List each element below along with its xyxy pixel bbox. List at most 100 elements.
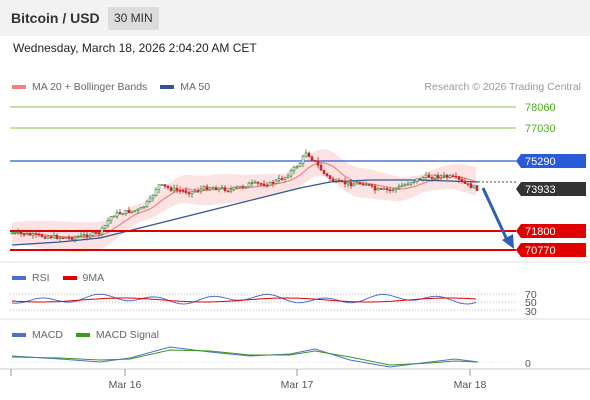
candle-body — [163, 184, 167, 187]
candle-body — [226, 190, 230, 193]
candle-body — [286, 175, 290, 178]
candle-body — [142, 206, 146, 208]
x-label-mar18: Mar 18 — [454, 379, 487, 391]
candle-body — [70, 237, 74, 240]
candle-body — [85, 234, 89, 238]
legend-item-9ma: 9MA — [62, 272, 105, 284]
candle-body — [298, 163, 302, 167]
candle-body — [382, 188, 386, 190]
candle-body — [319, 165, 323, 171]
candle-body — [463, 180, 467, 184]
candlestick-series — [10, 149, 479, 243]
candle-body — [76, 236, 80, 238]
candle-body — [454, 175, 458, 178]
candle-body — [49, 236, 53, 239]
candle-body — [199, 188, 203, 192]
candle-body — [322, 170, 326, 174]
candle-body — [283, 177, 287, 180]
candle-body — [268, 182, 272, 187]
candle-body — [406, 183, 410, 186]
candle-body — [271, 182, 275, 184]
candle-body — [34, 233, 38, 235]
candle-body — [103, 225, 107, 229]
candle-body — [100, 227, 104, 235]
candle-body — [97, 232, 101, 235]
candle-body — [40, 234, 44, 238]
legend-label: 9MA — [82, 272, 105, 284]
candle-body — [145, 201, 149, 207]
candle-body — [118, 212, 122, 215]
candle-body — [187, 192, 191, 195]
candle-body — [316, 160, 320, 166]
price-label-70770: 70770 — [525, 245, 556, 257]
candle-body — [223, 187, 227, 192]
rsi-swatch-icon — [12, 276, 26, 280]
candle-body — [16, 231, 20, 234]
candle-body — [43, 236, 47, 239]
candle-body — [247, 182, 251, 188]
candle-body — [403, 184, 407, 187]
rsi-label-50: 50 — [525, 297, 537, 309]
chart-datetime: Wednesday, March 18, 2026 2:04:20 AM CET — [13, 41, 257, 55]
legend-item-rsi: RSI — [12, 272, 50, 284]
timeframe-badge[interactable]: 30 MIN — [108, 7, 159, 30]
rsi-line — [11, 293, 477, 305]
ma20-swatch-icon — [12, 85, 26, 89]
candle-body — [160, 184, 164, 186]
macd-legend: MACD MACD Signal — [12, 329, 172, 341]
candle-body — [31, 233, 35, 236]
candle-body — [409, 182, 413, 185]
forecast-arrow-shaft — [481, 187, 510, 243]
candle-body — [178, 190, 182, 192]
candle-body — [418, 178, 422, 181]
candle-body — [238, 186, 242, 188]
candle-body — [451, 175, 455, 177]
candle-body — [415, 178, 419, 183]
price-tag-75290 — [516, 154, 586, 168]
candle-body — [430, 177, 434, 179]
candle-body — [169, 187, 173, 191]
macd-signal-swatch-icon — [75, 333, 90, 337]
ma50-line — [11, 179, 479, 246]
main-legend: MA 20 + Bollinger Bands MA 50 — [12, 81, 223, 93]
candle-body — [301, 155, 305, 164]
candle-body — [94, 232, 98, 234]
candle-body — [262, 183, 266, 186]
candle-body — [304, 152, 308, 157]
candle-body — [385, 188, 389, 191]
candle-body — [127, 209, 131, 214]
candle-body — [136, 208, 140, 211]
chart-header: Bitcoin / USD 30 MIN — [0, 0, 590, 36]
candle-body — [358, 182, 362, 185]
candle-body — [391, 189, 395, 192]
candle-body — [79, 234, 83, 237]
candle-body — [208, 187, 212, 190]
candle-body — [166, 186, 170, 189]
legend-label: MA 20 + Bollinger Bands — [32, 81, 148, 93]
candle-body — [337, 179, 341, 182]
candle-body — [124, 209, 128, 215]
price-tag-73933 — [516, 182, 586, 196]
candle-body — [352, 183, 356, 187]
candle-body — [289, 170, 293, 177]
candle-body — [235, 186, 239, 189]
candle-body — [130, 210, 134, 214]
candle-body — [172, 187, 176, 191]
candle-body — [139, 207, 143, 210]
candle-body — [19, 231, 23, 235]
rsi-9ma-line — [11, 297, 477, 303]
macd-signal-line — [11, 349, 479, 366]
candle-body — [427, 174, 431, 178]
candle-body — [445, 174, 449, 178]
candle-body — [106, 220, 110, 226]
candle-body — [58, 237, 62, 239]
forecast-arrow-icon — [502, 234, 514, 249]
candle-body — [25, 233, 29, 236]
candle-body — [379, 188, 383, 190]
candle-body — [469, 183, 473, 189]
candle-body — [37, 233, 41, 236]
candle-body — [190, 191, 194, 195]
candle-body — [55, 235, 59, 240]
candle-body — [67, 237, 71, 239]
